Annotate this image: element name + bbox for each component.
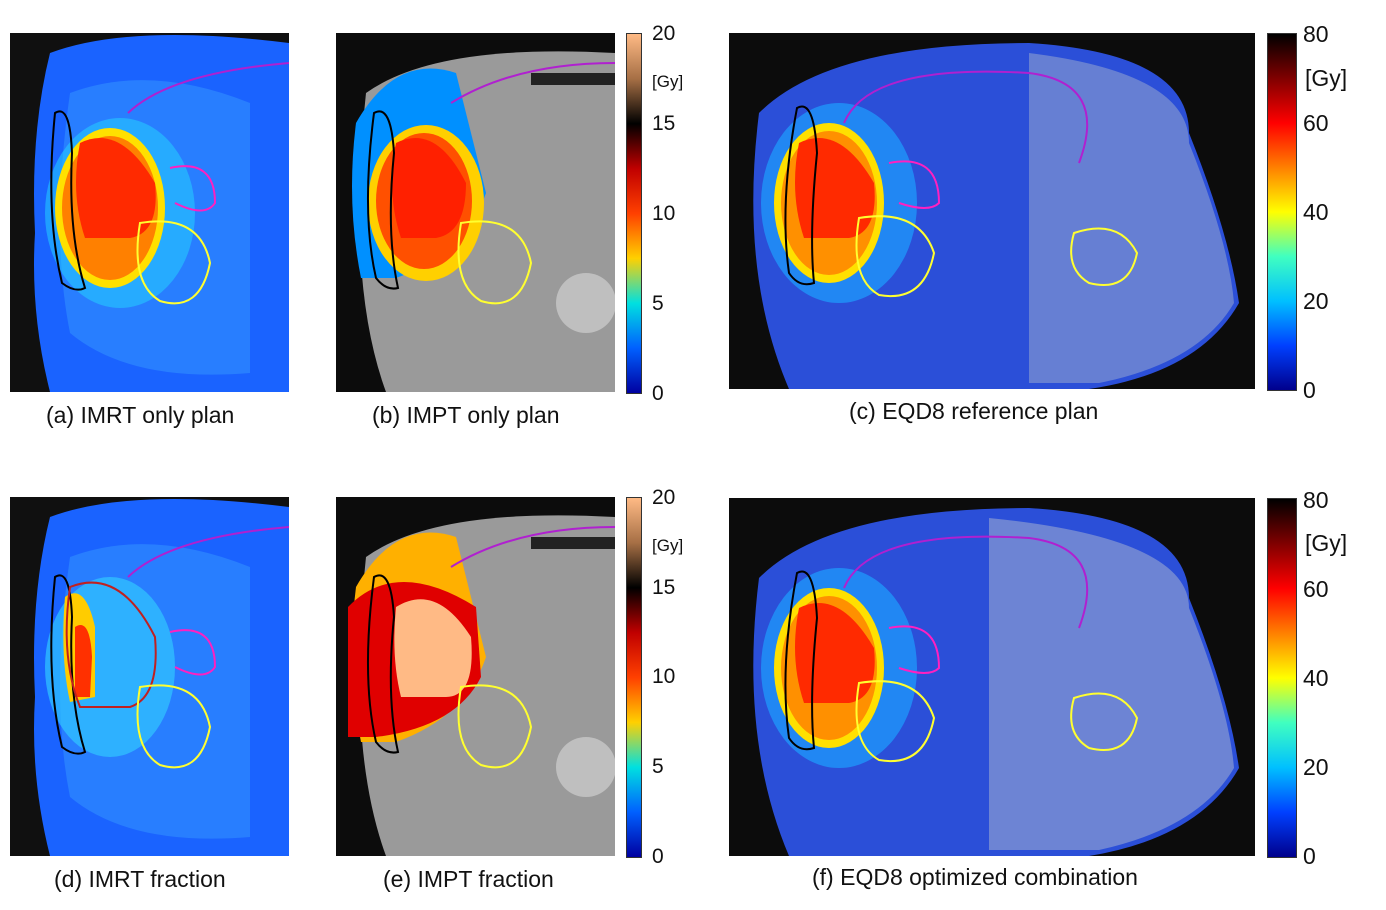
- colorbar-tick-small-bottom: 5: [652, 755, 664, 778]
- colorbar-unit-small-bottom: [Gy]: [652, 536, 684, 555]
- colorbar-unit-large-bottom: [Gy]: [1305, 530, 1348, 556]
- caption-e: (e) IMPT fraction: [383, 866, 554, 892]
- colorbar-large-bottom: [1267, 498, 1297, 858]
- panel-c-eqd8-reference-dose-map: [729, 33, 1255, 389]
- colorbar-tick-large-top: 40: [1303, 199, 1329, 225]
- colorbar-unit-small-top: [Gy]: [652, 72, 684, 91]
- caption-b: (b) IMPT only plan: [372, 402, 560, 428]
- colorbar-tick-large-bottom: 20: [1303, 754, 1329, 780]
- colorbar-large-top: [1267, 33, 1297, 391]
- caption-f: (f) EQD8 optimized combination: [812, 864, 1138, 890]
- colorbar-tick-large-bottom: 60: [1303, 576, 1329, 602]
- colorbar-tick-small-top: 20: [652, 22, 676, 45]
- caption-c: (c) EQD8 reference plan: [849, 398, 1099, 424]
- colorbar-tick-large-top: 0: [1303, 377, 1316, 403]
- colorbar-tick-small-top: 5: [652, 292, 664, 315]
- colorbar-tick-small-top: 0: [652, 382, 664, 405]
- colorbar-small-bottom: [626, 497, 642, 858]
- panel-f-eqd8-optimized-dose-map: [729, 498, 1255, 856]
- colorbar-tick-small-bottom: 15: [652, 576, 676, 599]
- colorbar-unit-large-top: [Gy]: [1305, 65, 1348, 91]
- colorbar-tick-large-top: 80: [1303, 21, 1329, 47]
- colorbar-small-top: [626, 33, 642, 394]
- colorbar-tick-large-bottom: 0: [1303, 843, 1316, 869]
- panel-b-impt-only-dose-map: [336, 33, 615, 392]
- colorbar-tick-small-bottom: 20: [652, 486, 676, 509]
- panel-a-imrt-only-dose-map: [10, 33, 289, 392]
- colorbar-tick-large-bottom: 80: [1303, 487, 1329, 513]
- colorbar-tick-large-top: 60: [1303, 110, 1329, 136]
- colorbar-tick-small-top: 10: [652, 202, 676, 225]
- colorbar-tick-large-bottom: 40: [1303, 665, 1329, 691]
- caption-d: (d) IMRT fraction: [54, 866, 226, 892]
- caption-a: (a) IMRT only plan: [46, 402, 235, 428]
- colorbar-tick-small-bottom: 10: [652, 665, 676, 688]
- panel-d-imrt-fraction-dose-map: [10, 497, 289, 856]
- colorbar-tick-large-top: 20: [1303, 288, 1329, 314]
- colorbar-tick-small-bottom: 0: [652, 845, 664, 868]
- colorbar-tick-small-top: 15: [652, 112, 676, 135]
- panel-e-impt-fraction-dose-map: [336, 497, 615, 856]
